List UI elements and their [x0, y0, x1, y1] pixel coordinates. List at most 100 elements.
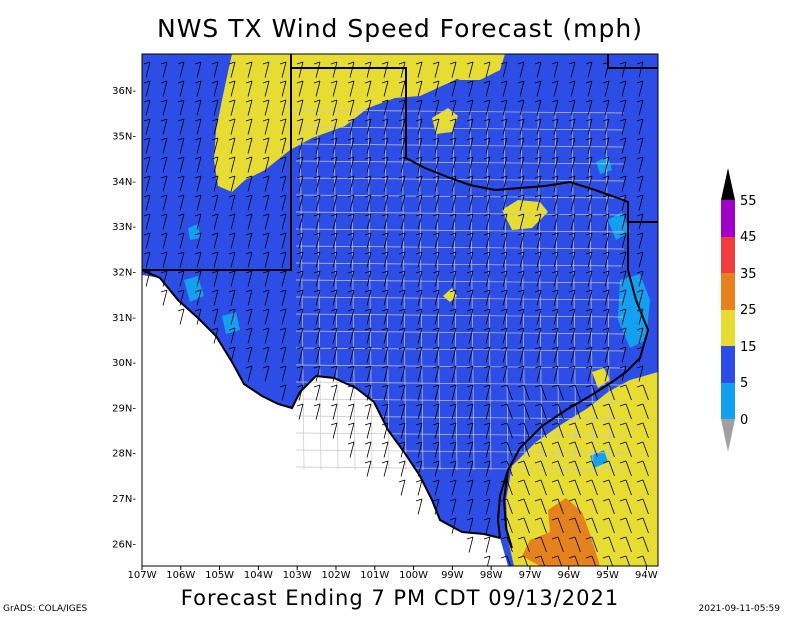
wind-barb-staff [145, 156, 151, 173]
wind-barb-staff [349, 346, 355, 363]
wind-barb-flag [313, 156, 321, 160]
wind-barb-flag [466, 498, 474, 502]
wind-barb-flag [296, 99, 304, 103]
wind-barb-flag [364, 460, 372, 464]
wind-barb-flag [551, 137, 559, 141]
wind-barb-staff [536, 99, 542, 116]
wind-barb-staff [604, 194, 610, 211]
wind-barb-flag [483, 441, 491, 445]
wind-barb-staff [451, 403, 457, 420]
wind-barb-staff [608, 536, 615, 553]
wind-barb-flag [500, 403, 508, 407]
wind-barb-flag [585, 441, 593, 445]
wind-barb-staff [366, 460, 372, 477]
wind-barb-staff [332, 213, 338, 230]
wind-barb-staff [608, 479, 615, 496]
wind-barb-flag [602, 80, 610, 84]
wind-barb-staff [608, 498, 615, 515]
wind-barb-flag [364, 156, 372, 160]
wind-barb-flag [364, 80, 372, 84]
wind-barb-flag [143, 251, 151, 255]
wind-barb-staff [485, 194, 491, 211]
wind-barb-staff [502, 137, 508, 154]
wind-barb-flag [602, 536, 610, 540]
wind-barb-flag [551, 270, 559, 274]
wind-barb-staff [434, 365, 440, 382]
wind-barb-flag [483, 422, 491, 426]
wind-barb-flag [177, 232, 185, 236]
wind-barb-flag [364, 365, 372, 369]
wind-barb-staff [213, 289, 219, 306]
wind-barb-flag [211, 156, 219, 160]
wind-barb-staff [213, 80, 219, 97]
wind-barb-flag [432, 156, 440, 160]
wind-barb-staff [540, 460, 547, 477]
wind-barb-staff [608, 403, 615, 420]
wind-barb-staff [281, 289, 287, 306]
wind-barb-staff [281, 80, 287, 97]
wind-barb-staff [349, 156, 355, 173]
wind-barb-staff [162, 61, 168, 78]
wind-barb-staff [264, 251, 270, 268]
wind-barb-staff [523, 460, 530, 477]
wind-barb-staff [247, 365, 253, 382]
wind-barb-flag [568, 365, 576, 369]
lat-label: 31N- [112, 313, 136, 324]
lon-label: 104W [244, 570, 273, 581]
wind-barb-staff [315, 251, 321, 268]
wind-barb-staff [625, 422, 632, 439]
wind-barb-staff [638, 327, 644, 344]
wind-barb-staff [536, 327, 542, 344]
wind-barb-flag [449, 308, 457, 312]
wind-barb-flag [534, 460, 542, 464]
wind-barb-flag [568, 80, 576, 84]
wind-barb-staff [485, 479, 491, 496]
wind-barb-staff [553, 99, 559, 116]
wind-barb-staff [417, 99, 423, 116]
wind-barb-staff [196, 118, 202, 135]
wind-barb-staff [247, 308, 253, 325]
wind-barb-flag [296, 213, 304, 217]
wind-barb-staff [298, 61, 304, 78]
wind-barb-flag [160, 156, 168, 160]
wind-barb-staff [366, 99, 372, 116]
wind-barb-flag [534, 479, 542, 483]
wind-barb-flag [415, 289, 423, 293]
wind-barb-staff [213, 270, 219, 287]
wind-barb-flag [534, 517, 542, 521]
wind-barb-staff [434, 327, 440, 344]
wind-barb-staff [638, 270, 644, 287]
wind-barb-staff [519, 251, 525, 268]
longitude-axis: 107W 106W 105W 104W 103W 102W 101W 100W 99W 98W 97… [128, 566, 658, 581]
wind-barb-flag [500, 422, 508, 426]
wind-barb-staff [485, 137, 491, 154]
wind-barb-flag [534, 61, 542, 65]
wind-barb-staff [540, 441, 547, 458]
wind-barb-staff [434, 441, 440, 458]
wind-barb-flag [619, 384, 627, 388]
wind-barb-flag [568, 441, 576, 445]
wind-barb-flag [483, 232, 491, 236]
lon-label: 98W [480, 570, 503, 581]
wind-barb-staff [553, 232, 559, 249]
wind-barb-flag [551, 384, 559, 388]
wind-barb-flag [347, 251, 355, 255]
wind-barb-flag [500, 232, 508, 236]
wind-barb-flag [619, 270, 627, 274]
wind-barb-staff [638, 61, 644, 78]
wind-barb-flag [330, 270, 338, 274]
wind-barb-staff [196, 308, 202, 325]
wind-barb-staff [213, 213, 219, 230]
legend-swatch-15-25 [721, 310, 735, 346]
wind-barb-staff [400, 365, 406, 382]
wind-barb-flag [483, 99, 491, 103]
wind-barb-flag [262, 156, 270, 160]
lon-label: 94W [635, 570, 658, 581]
wind-barb-staff [536, 346, 542, 363]
county-line [295, 313, 625, 318]
wind-barb-flag [585, 118, 593, 122]
wind-barb-flag [279, 384, 287, 388]
wind-barb-staff [574, 384, 581, 401]
wind-barb-flag [466, 365, 474, 369]
wind-barb-staff [574, 517, 581, 534]
